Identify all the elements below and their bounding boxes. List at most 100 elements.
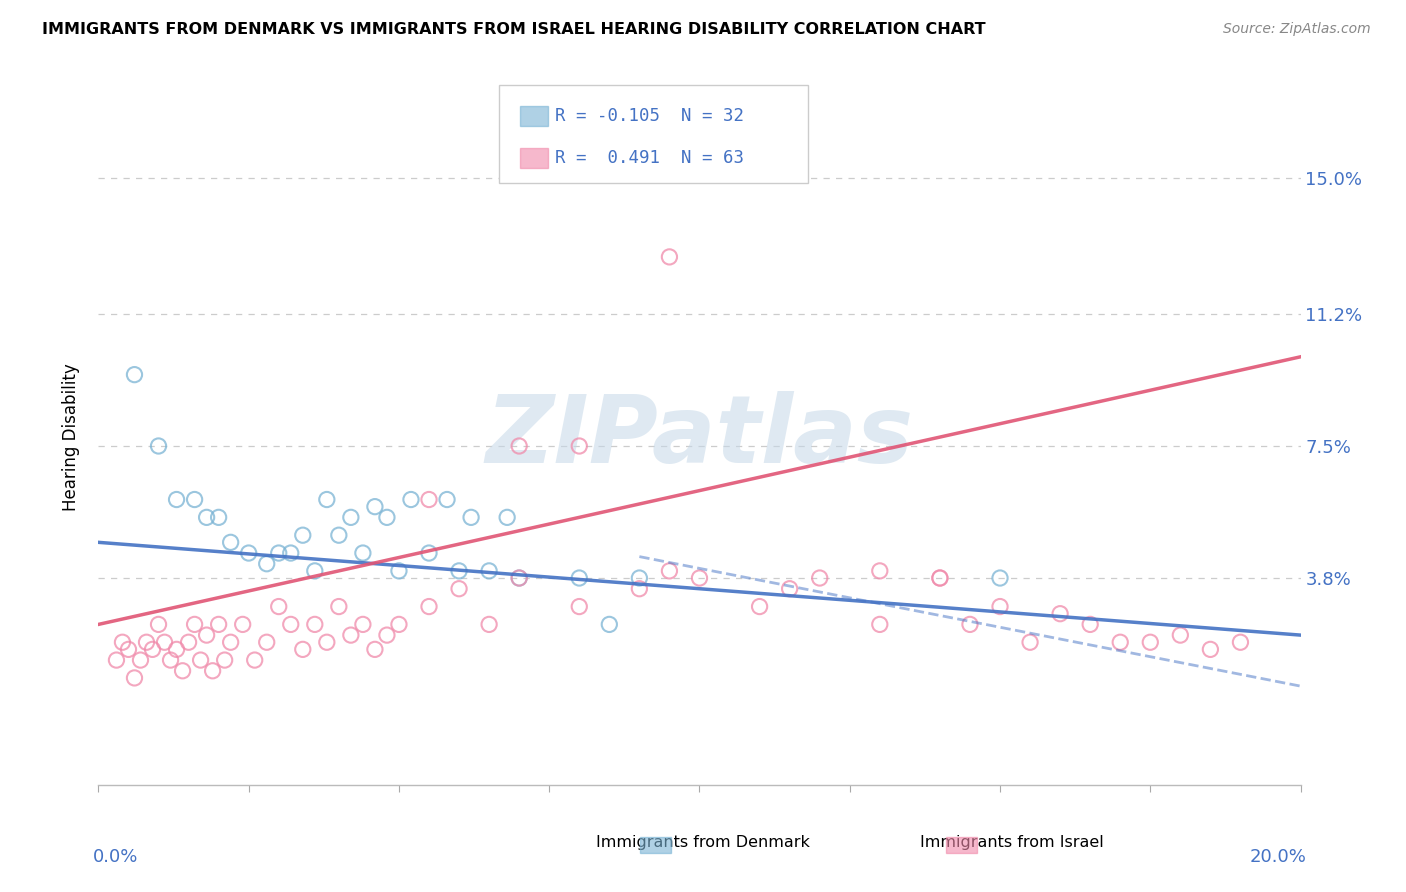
Point xyxy=(418,492,440,507)
Point xyxy=(291,642,314,657)
Point xyxy=(568,599,591,614)
Text: 20.0%: 20.0% xyxy=(1250,847,1306,865)
Point xyxy=(208,617,231,632)
Point xyxy=(418,546,440,560)
Point xyxy=(304,564,326,578)
Point xyxy=(111,635,134,649)
Point xyxy=(166,492,188,507)
Point xyxy=(388,617,411,632)
Point xyxy=(195,510,218,524)
Point xyxy=(628,571,651,585)
Point xyxy=(364,500,387,514)
Point xyxy=(214,653,236,667)
Point xyxy=(166,642,188,657)
Point xyxy=(364,642,387,657)
Point xyxy=(1109,635,1132,649)
Point xyxy=(628,582,651,596)
Point xyxy=(256,635,278,649)
Point xyxy=(267,546,290,560)
Text: IMMIGRANTS FROM DENMARK VS IMMIGRANTS FROM ISRAEL HEARING DISABILITY CORRELATION: IMMIGRANTS FROM DENMARK VS IMMIGRANTS FR… xyxy=(42,22,986,37)
Point xyxy=(508,439,530,453)
Point xyxy=(315,635,337,649)
Point xyxy=(436,492,458,507)
Point xyxy=(988,571,1011,585)
Text: R =  0.491  N = 63: R = 0.491 N = 63 xyxy=(555,149,744,167)
Point xyxy=(328,528,350,542)
Point xyxy=(177,635,200,649)
Point xyxy=(280,546,302,560)
Point xyxy=(460,510,482,524)
Point xyxy=(219,635,242,649)
Text: ZIPatlas: ZIPatlas xyxy=(485,391,914,483)
Point xyxy=(689,571,711,585)
Point xyxy=(340,628,363,642)
Point xyxy=(352,546,374,560)
Point xyxy=(568,439,591,453)
Point xyxy=(124,671,146,685)
Point xyxy=(658,250,681,264)
Text: Source: ZipAtlas.com: Source: ZipAtlas.com xyxy=(1223,22,1371,37)
Point xyxy=(124,368,146,382)
Text: 0.0%: 0.0% xyxy=(93,847,138,865)
Point xyxy=(388,564,411,578)
Point xyxy=(508,571,530,585)
Text: R = -0.105  N = 32: R = -0.105 N = 32 xyxy=(555,107,744,125)
Point xyxy=(172,664,194,678)
Point xyxy=(148,617,170,632)
Point xyxy=(478,564,501,578)
Y-axis label: Hearing Disability: Hearing Disability xyxy=(62,363,80,511)
Point xyxy=(243,653,266,667)
Point xyxy=(340,510,363,524)
Text: Immigrants from Denmark: Immigrants from Denmark xyxy=(596,836,810,850)
Point xyxy=(929,571,952,585)
Point xyxy=(1019,635,1042,649)
Point xyxy=(869,617,891,632)
Point xyxy=(141,642,163,657)
Point xyxy=(153,635,176,649)
Point xyxy=(1229,635,1251,649)
Point xyxy=(219,535,242,549)
Point xyxy=(105,653,128,667)
Point xyxy=(256,557,278,571)
Point xyxy=(315,492,337,507)
Point xyxy=(183,492,205,507)
Point xyxy=(375,628,398,642)
Point xyxy=(496,510,519,524)
Point xyxy=(208,510,231,524)
Point xyxy=(748,599,770,614)
Point xyxy=(195,628,218,642)
Point xyxy=(117,642,139,657)
Point xyxy=(190,653,212,667)
Point xyxy=(201,664,224,678)
Point xyxy=(352,617,374,632)
Point xyxy=(447,582,470,596)
Point xyxy=(1078,617,1101,632)
Point xyxy=(447,564,470,578)
Point xyxy=(135,635,157,649)
Point xyxy=(159,653,181,667)
Point xyxy=(1199,642,1222,657)
Text: Immigrants from Israel: Immigrants from Israel xyxy=(921,836,1104,850)
Point xyxy=(267,599,290,614)
Point xyxy=(418,599,440,614)
Point xyxy=(304,617,326,632)
Point xyxy=(328,599,350,614)
Point xyxy=(129,653,152,667)
Point xyxy=(478,617,501,632)
Point xyxy=(375,510,398,524)
Point xyxy=(232,617,254,632)
Point xyxy=(568,571,591,585)
Point xyxy=(658,564,681,578)
Point xyxy=(280,617,302,632)
Point xyxy=(959,617,981,632)
Point xyxy=(399,492,422,507)
Point xyxy=(238,546,260,560)
Point xyxy=(508,571,530,585)
Point xyxy=(988,599,1011,614)
Point xyxy=(929,571,952,585)
Point xyxy=(148,439,170,453)
Point xyxy=(291,528,314,542)
Point xyxy=(869,564,891,578)
Point xyxy=(1139,635,1161,649)
Point xyxy=(598,617,620,632)
